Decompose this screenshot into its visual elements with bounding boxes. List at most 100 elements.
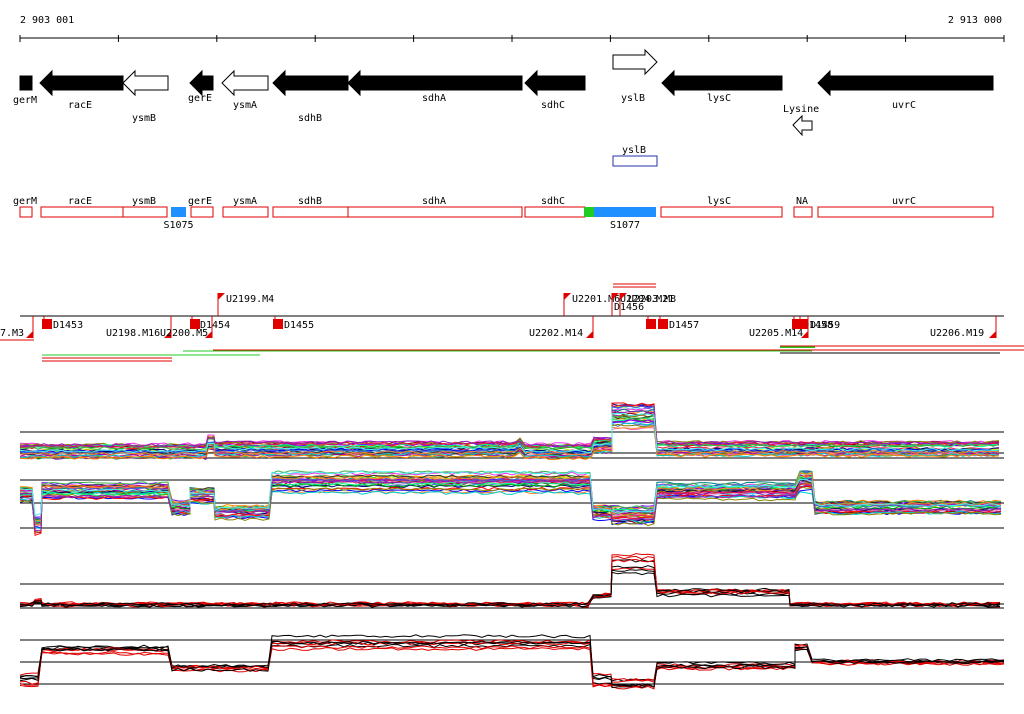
segment-label: 7.M3 [0,328,24,339]
box-sdhB[interactable]: sdhB [272,196,349,218]
gene-label: racE [68,100,92,111]
segment-marker[interactable]: D1458 [792,316,833,331]
gene-annotation-track: gerM racE ysmB gerE ysmA sdhB sdhA sdhC yslB lysC… [13,48,994,124]
gene-racE[interactable]: racE [39,69,124,111]
srna-S1075[interactable]: S1075 [163,207,194,231]
box-label: uvrC [892,196,916,207]
segment-block [273,319,283,329]
box-rect [19,206,33,218]
expression-panels [19,402,1005,690]
gene-sdhC[interactable]: sdhC [524,69,586,111]
ruler-ticks [19,35,1005,42]
expression-trace [19,644,1005,687]
segment-label: D1457 [669,320,699,331]
box-ysmB[interactable]: ysmB [122,196,168,218]
box-lysC[interactable]: lysC [660,196,783,218]
box-label: lysC [707,196,731,207]
segment-marker[interactable]: D1454 [190,316,230,331]
segment-label: U2199.M4 [226,294,274,305]
ncrna-box [612,155,658,167]
segment-flag [612,293,619,300]
segment-marker[interactable]: U2206.M19 [930,316,997,339]
gene-label: gerE [188,93,212,104]
srna-label: S1075 [163,220,193,231]
segment-label: D1453 [53,320,83,331]
srna-S1077[interactable]: S1077 [594,207,656,231]
gene-lysC[interactable]: lysC [661,69,783,104]
gene-gerE[interactable]: gerE [188,69,214,104]
box-gerM[interactable]: gerM [13,196,37,218]
segment-marker[interactable]: U2198.M16 [106,316,172,339]
box-rect [817,206,994,218]
box-ysmA[interactable]: ysmA [222,196,269,218]
box-label: gerE [188,196,212,207]
segment-marker[interactable]: U2204.M21 [611,293,674,316]
gene-label: ysmA [233,100,257,111]
segment-marker[interactable]: U2201.M6 [563,293,620,316]
ncrna-yslB[interactable]: yslB [612,145,658,167]
expression-trace [19,643,1005,689]
gene-gerM[interactable]: gerM [13,75,37,106]
expression-trace [19,569,1001,607]
segment-flag [164,331,171,338]
box-gerE[interactable]: gerE [188,196,214,218]
segment-marker[interactable]: D1455 [273,316,314,331]
segment-marker[interactable]: U2199.M4 [217,293,274,316]
expression-trace [19,490,1002,530]
segment-block [42,319,52,329]
gene-uvrC[interactable]: uvrC [817,69,994,111]
segment-marker[interactable]: U2202.M14 [529,316,594,339]
gene-arrow [661,69,783,97]
segment-label: U2204.M21 [620,294,674,305]
box-racE[interactable]: racE [40,196,124,218]
end-coordinate: 2 913 000 [948,15,1002,26]
segment-block [658,319,668,329]
strand-panel-2 [19,634,1005,690]
srna-rect [594,207,656,217]
gene-sdhB[interactable]: sdhB [272,69,349,124]
expression-trace [19,425,1000,456]
expression-trace [19,566,1001,606]
expression-trace [19,409,1000,448]
segment-block [646,319,656,329]
gene-yslB[interactable]: yslB [612,48,658,104]
box-rect [660,206,783,218]
box-label: NA [796,196,808,207]
segment-marker[interactable]: D1453 [42,316,83,331]
gene-ysmB[interactable]: ysmB [122,69,169,124]
box-NA[interactable]: NA [793,196,813,218]
expression-trace [19,415,1000,456]
segment-marker[interactable]: D1456 [614,302,656,329]
segment-marker[interactable]: 7.M3 [0,316,34,339]
expression-trace [19,404,1000,449]
segment-label: U2205.M14 [749,328,803,339]
box-sdhA[interactable]: sdhA [347,196,523,218]
segment-marker[interactable]: D1459 [798,316,840,331]
gene-arrow [221,69,269,97]
segment-flag [586,331,593,338]
segment-label: D1454 [200,320,230,331]
box-rect [524,206,586,218]
box-rect [793,206,813,218]
box-label: ysmA [233,196,257,207]
gene-sdhA[interactable]: sdhA [347,69,523,104]
segment-marker[interactable]: U2200.M5 [160,316,213,339]
gene-arrow [817,69,994,97]
box-sdhC[interactable]: sdhC [524,196,586,218]
box-rect [190,206,214,218]
gene-ysmA[interactable]: ysmA [221,69,269,111]
expression-trace [19,565,1001,608]
expression-trace [19,477,1002,521]
lysine-riboswitch[interactable]: Lysine [783,104,819,137]
coordinate-ruler: 2 903 001 2 913 000 [19,15,1005,42]
segment-marker[interactable]: U2203.M8 [619,293,676,316]
segment-marker[interactable]: D1457 [658,316,699,331]
expression-trace [19,412,1000,454]
gene-label: uvrC [892,100,916,111]
box-rect [40,206,124,218]
box-uvrC[interactable]: uvrC [817,196,994,218]
start-coordinate: 2 903 001 [20,15,74,26]
segment-label: D1458 [803,320,833,331]
